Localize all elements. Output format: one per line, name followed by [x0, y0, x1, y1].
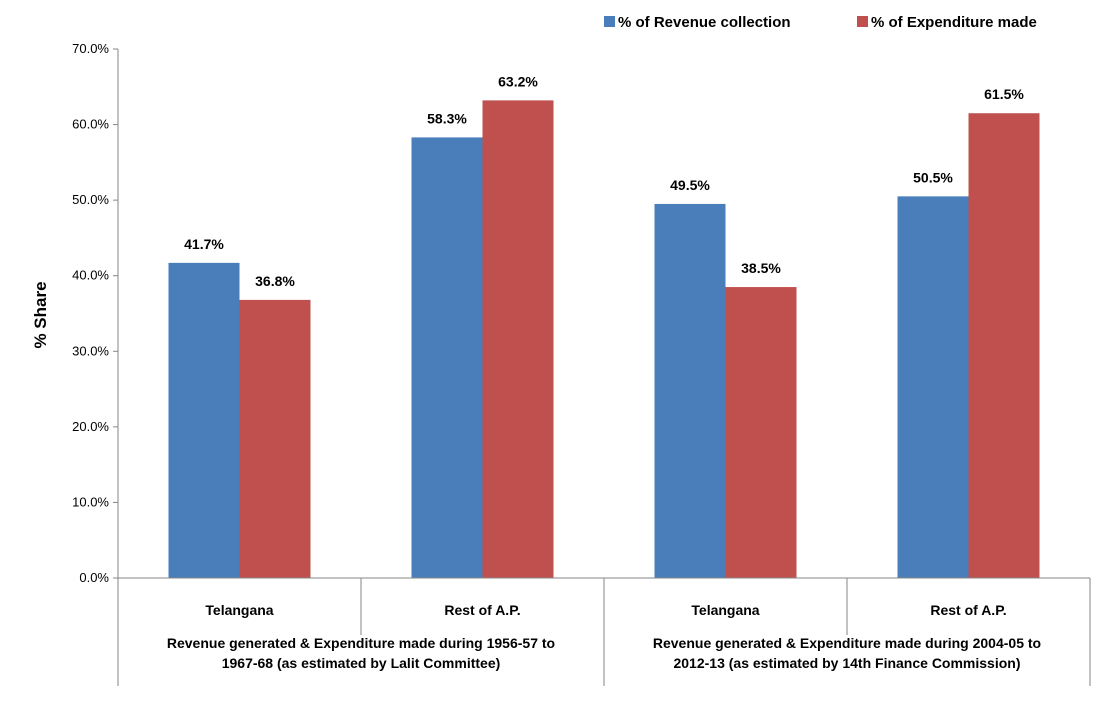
bar	[968, 113, 1040, 578]
y-axis-label: % Share	[31, 281, 50, 348]
group-label: 2012-13 (as estimated by 14th Finance Co…	[673, 655, 1020, 671]
group-label: Revenue generated & Expenditure made dur…	[653, 635, 1041, 651]
bar	[239, 299, 311, 578]
y-tick-label: 10.0%	[72, 494, 109, 509]
y-tick-label: 50.0%	[72, 192, 109, 207]
legend-swatch	[604, 16, 615, 27]
y-tick-label: 60.0%	[72, 117, 109, 132]
y-axis: 0.0% 10.0% 20.0% 30.0% 40.0% 50.0% 60.0% 70.0%	[72, 41, 119, 585]
x-tick-label: Telangana	[691, 602, 759, 618]
data-label: 58.3%	[427, 110, 467, 126]
data-label: 61.5%	[984, 86, 1024, 102]
bar	[654, 203, 726, 578]
y-tick-label: 30.0%	[72, 343, 109, 358]
y-tick-label: 0.0%	[79, 570, 109, 585]
group-label: 1967-68 (as estimated by Lalit Committee…	[222, 655, 501, 671]
y-tick-label: 70.0%	[72, 41, 109, 56]
legend-label: % of Expenditure made	[871, 14, 1037, 31]
bars: 41.7% 36.8% 58.3% 63.2% 49.5% 38.5% 50.5% 61.5%	[168, 73, 1040, 578]
x-tick-label: Rest of A.P.	[444, 602, 520, 618]
bar	[482, 100, 554, 578]
y-tick-label: 20.0%	[72, 419, 109, 434]
data-label: 38.5%	[741, 260, 781, 276]
legend-label: % of Revenue collection	[618, 14, 791, 31]
x-axis: Telangana Rest of A.P. Telangana Rest of A.…	[117, 577, 1091, 686]
legend-swatch	[857, 16, 868, 27]
data-label: 50.5%	[913, 169, 953, 185]
bar	[897, 196, 969, 578]
chart-legend: % of Revenue collection % of Expenditure …	[604, 14, 1037, 31]
x-tick-label: Telangana	[205, 602, 273, 618]
bar	[411, 137, 483, 578]
x-tick-label: Rest of A.P.	[930, 602, 1006, 618]
bar	[725, 287, 797, 578]
y-tick-label: 40.0%	[72, 268, 109, 283]
bar	[168, 262, 240, 578]
data-label: 41.7%	[184, 236, 224, 252]
data-label: 49.5%	[670, 177, 710, 193]
data-label: 63.2%	[498, 73, 538, 89]
group-label: Revenue generated & Expenditure made dur…	[167, 635, 555, 651]
data-label: 36.8%	[255, 273, 295, 289]
